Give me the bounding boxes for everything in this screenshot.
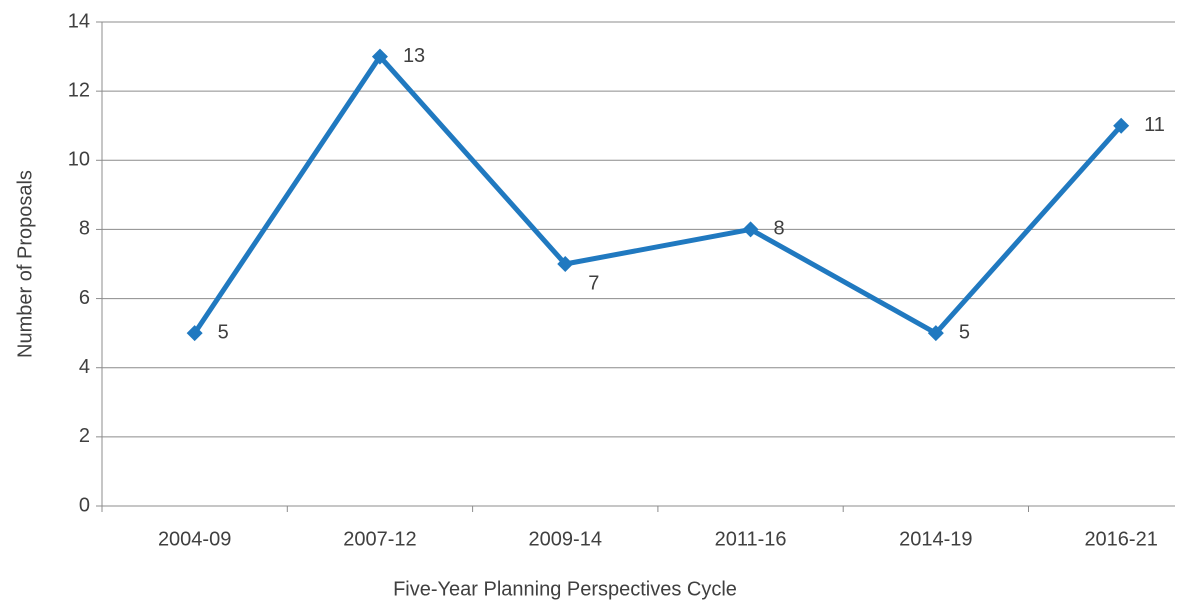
x-tick-label: 2007-12 bbox=[343, 528, 416, 550]
y-tick-label: 10 bbox=[68, 149, 90, 171]
x-tick-label: 2004-09 bbox=[158, 528, 231, 550]
x-tick-label: 2014-19 bbox=[899, 528, 972, 550]
y-tick-label: 14 bbox=[68, 10, 90, 32]
x-tick-label: 2011-16 bbox=[715, 528, 787, 550]
line bbox=[192, 54, 1124, 336]
y-axis-label: Number of Proposals bbox=[14, 170, 36, 358]
y-tick-label: 8 bbox=[79, 218, 90, 240]
marker bbox=[1113, 117, 1130, 134]
data-label: 8 bbox=[774, 218, 785, 240]
data-label: 13 bbox=[403, 45, 425, 67]
y-tick-label: 0 bbox=[79, 494, 90, 516]
data-label: 11 bbox=[1144, 114, 1165, 136]
x-tick-label: 2009-14 bbox=[529, 528, 602, 550]
data-label: 7 bbox=[588, 272, 599, 294]
x-tick-label: 2016-21 bbox=[1084, 528, 1157, 550]
y-tick-label: 12 bbox=[68, 79, 90, 101]
marker bbox=[927, 325, 944, 342]
data-label: 5 bbox=[959, 321, 970, 343]
x-axis-label: Five-Year Planning Perspectives Cycle bbox=[393, 578, 737, 600]
marker bbox=[742, 221, 759, 238]
y-tick-label: 6 bbox=[79, 287, 90, 309]
marker bbox=[557, 256, 574, 272]
y-tick-label: 4 bbox=[79, 356, 90, 378]
marker bbox=[371, 48, 388, 65]
marker bbox=[186, 325, 203, 342]
data-label: 5 bbox=[218, 321, 229, 343]
y-tick-label: 2 bbox=[79, 425, 90, 447]
